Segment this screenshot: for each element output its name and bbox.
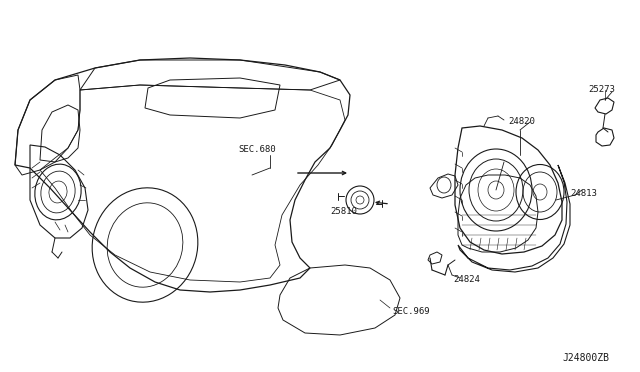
Text: J24800ZB: J24800ZB — [562, 353, 609, 363]
Text: SEC.969: SEC.969 — [392, 308, 429, 317]
Text: SEC.680: SEC.680 — [238, 145, 276, 154]
Text: 24824: 24824 — [453, 276, 480, 285]
Text: 24820: 24820 — [508, 118, 535, 126]
Text: 25810: 25810 — [330, 208, 357, 217]
Text: 24813: 24813 — [570, 189, 597, 198]
Text: 25273: 25273 — [588, 86, 615, 94]
